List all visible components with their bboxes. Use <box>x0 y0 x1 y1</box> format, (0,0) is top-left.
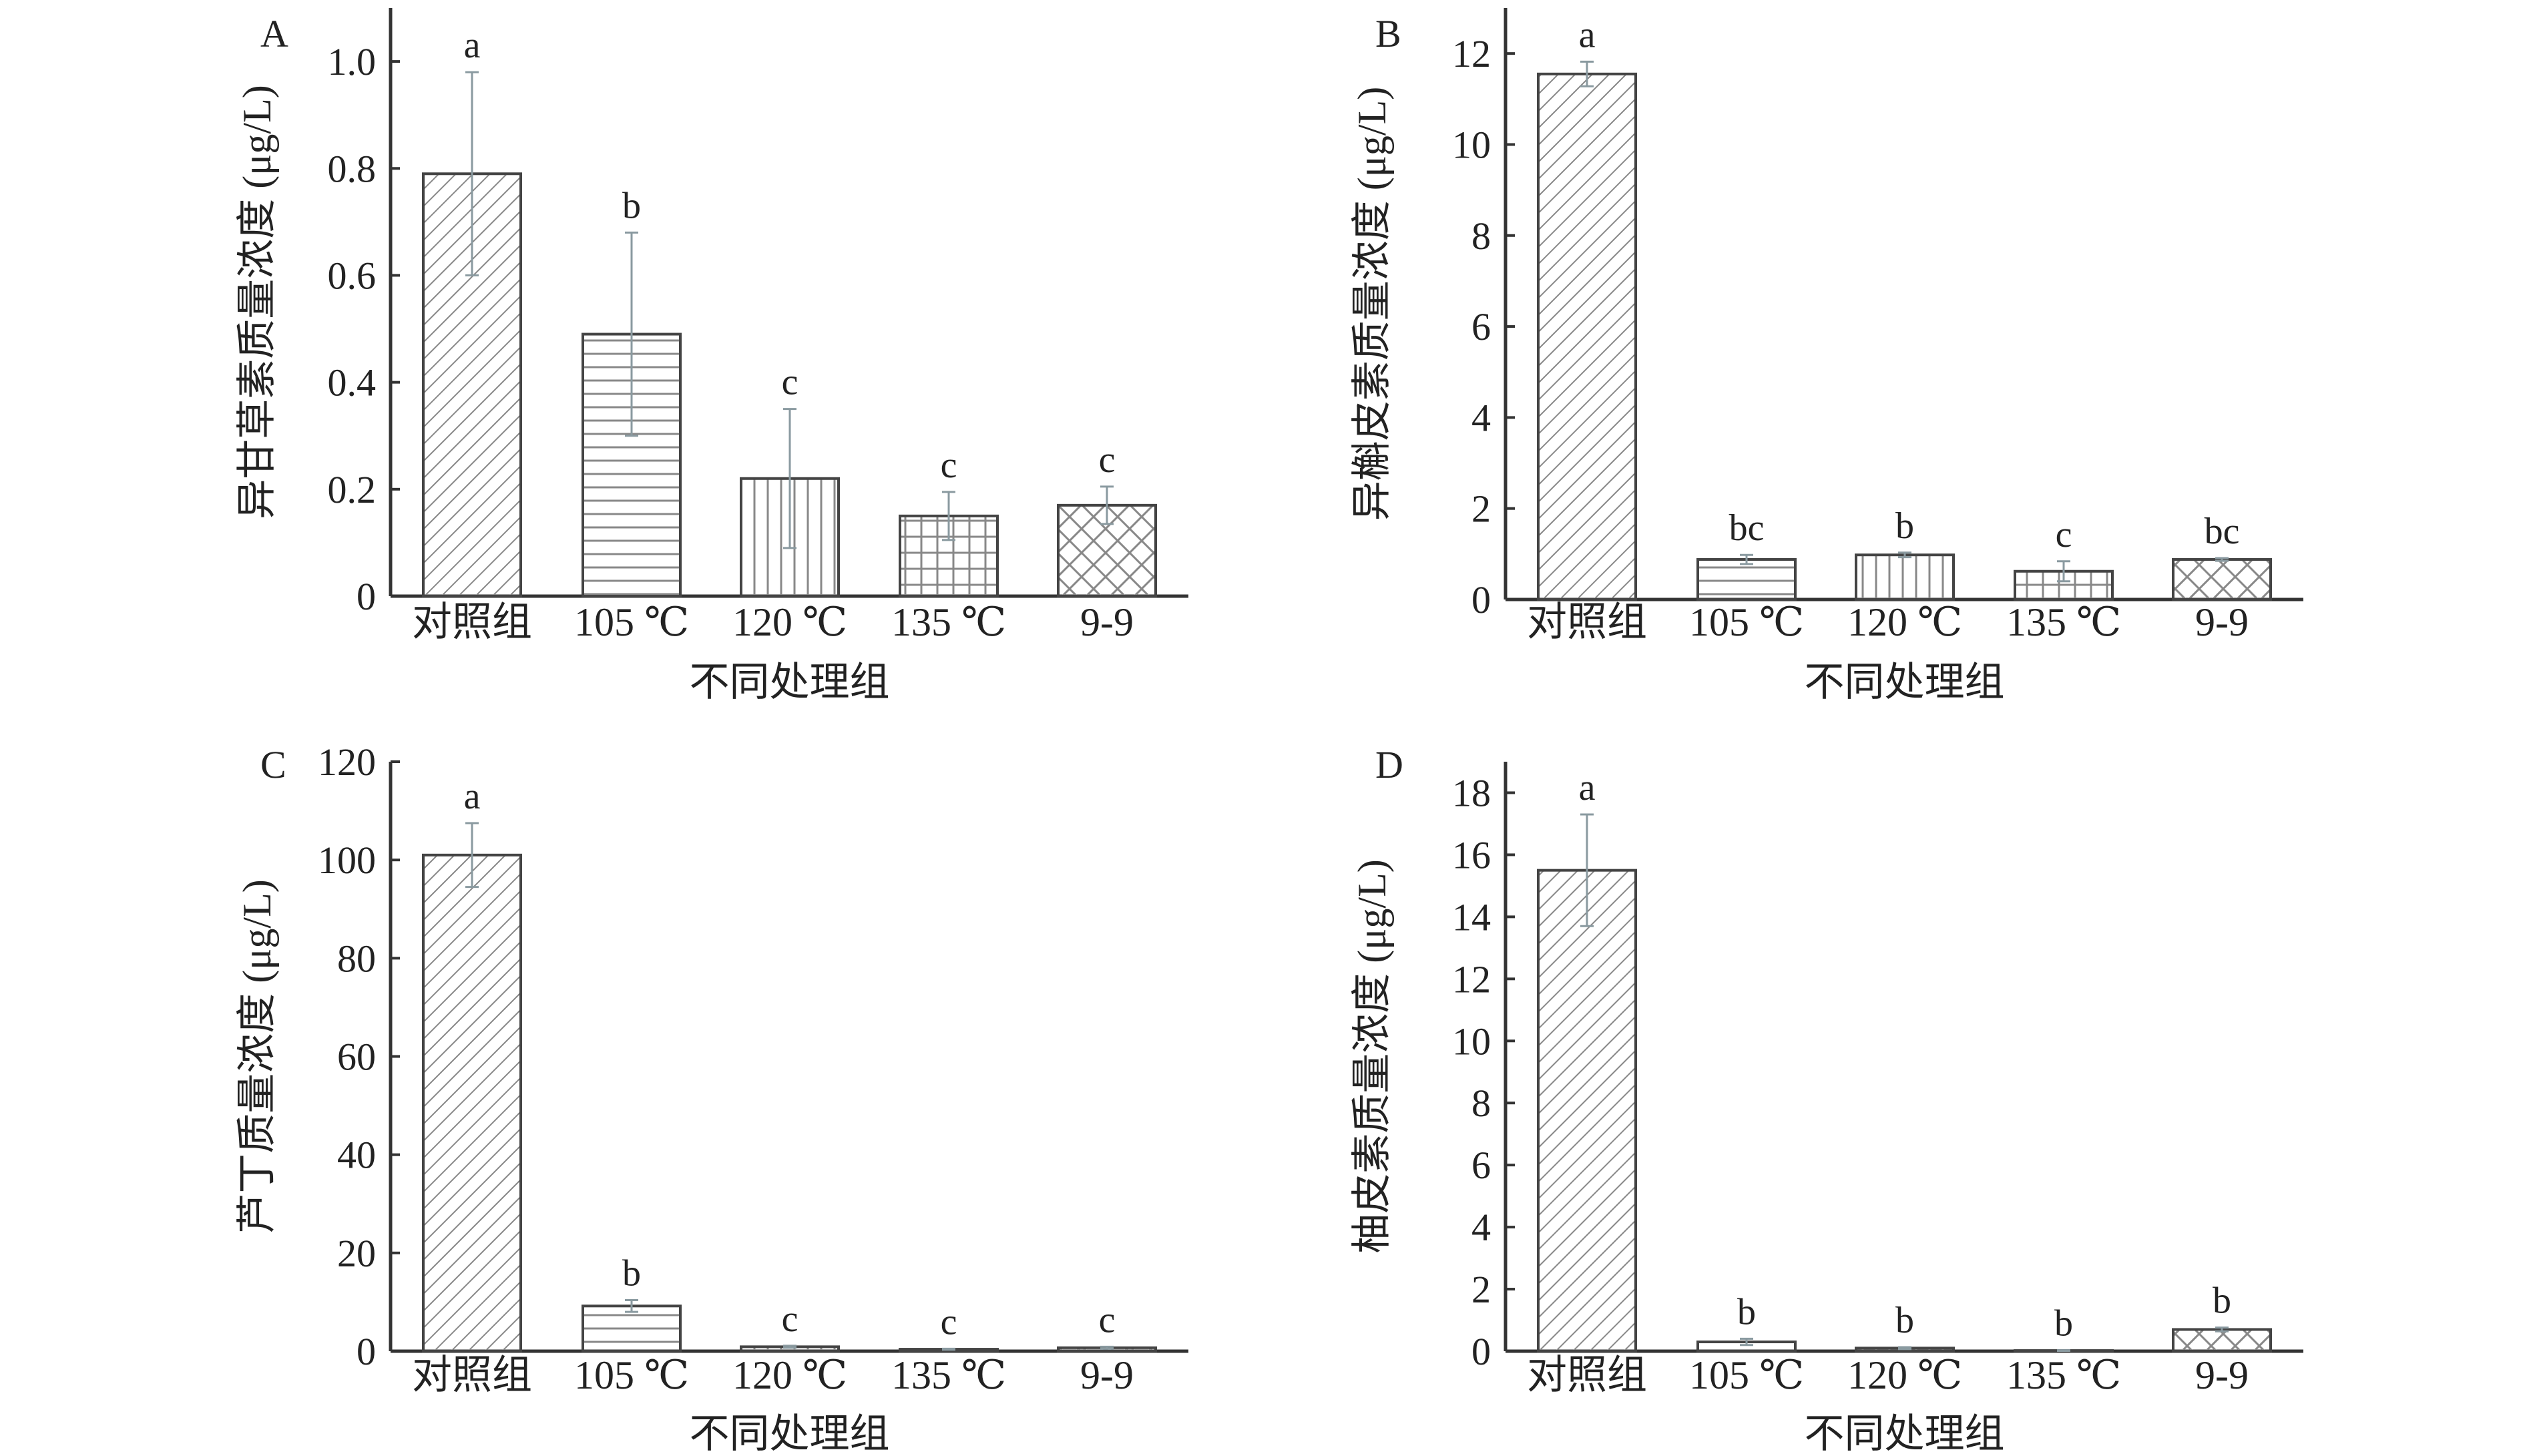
x-tick-label: 135 ℃ <box>2006 600 2121 644</box>
x-tick-label: 120 ℃ <box>1847 1353 1962 1397</box>
significance-label: b <box>622 1252 641 1294</box>
y-axis-label: 异甘草素质量浓度 (μg/L) <box>235 85 279 519</box>
x-axis-label: 不同处理组 <box>1805 660 2005 704</box>
y-tick-label: 8 <box>1471 214 1491 258</box>
chart-panel-D: D 0 2 4 6 8 10 12 14 16 18 柚皮素质量浓度 (μg/L) 不同处理组 a 对照组 b… <box>1350 743 2303 1456</box>
y-axis-label: 柚皮素质量浓度 (μg/L) <box>1350 859 1394 1253</box>
bar <box>1057 503 1157 597</box>
x-tick-label: 9-9 <box>1080 1353 1134 1397</box>
x-axis-label: 不同处理组 <box>690 660 890 704</box>
significance-label: b <box>1737 1291 1756 1332</box>
bar <box>422 853 522 1353</box>
y-tick-label: 100 <box>318 838 376 882</box>
significance-label: bc <box>2205 511 2240 552</box>
y-tick-label: 80 <box>337 937 376 980</box>
y-tick-label: 20 <box>337 1232 376 1275</box>
y-tick-label: 2 <box>1471 487 1491 531</box>
bar <box>2172 1328 2272 1353</box>
panel-letter: C <box>260 743 286 786</box>
significance-label: c <box>2056 514 2072 555</box>
x-tick-label: 135 ℃ <box>891 1353 1006 1397</box>
y-tick-label: 4 <box>1471 396 1491 439</box>
x-tick-label: 120 ℃ <box>732 600 847 644</box>
bar <box>2172 558 2272 601</box>
significance-label: a <box>464 25 481 66</box>
y-tick-label: 14 <box>1452 895 1491 939</box>
panel-letter: D <box>1375 743 1403 786</box>
x-tick-label: 135 ℃ <box>891 600 1006 644</box>
panel-letter: B <box>1375 12 1401 55</box>
x-axis-label: 不同处理组 <box>690 1412 890 1456</box>
x-tick-label: 135 ℃ <box>2006 1353 2121 1397</box>
significance-label: b <box>1895 505 1914 547</box>
significance-label: c <box>782 1298 798 1340</box>
significance-label: a <box>1579 767 1596 808</box>
y-tick-label: 6 <box>1471 1144 1491 1187</box>
x-tick-label: 9-9 <box>2195 600 2249 644</box>
y-tick-label: 120 <box>318 740 376 784</box>
x-tick-label: 9-9 <box>2195 1353 2249 1397</box>
y-tick-label: 0.2 <box>328 468 377 511</box>
y-tick-label: 0.6 <box>328 254 377 297</box>
y-axis-label: 异槲皮素质量浓度 (μg/L) <box>1350 87 1394 521</box>
x-tick-label: 105 ℃ <box>1689 600 1804 644</box>
y-tick-label: 6 <box>1471 305 1491 348</box>
x-tick-label: 对照组 <box>412 1353 532 1397</box>
y-tick-label: 0 <box>357 1330 376 1373</box>
significance-label: c <box>941 1301 957 1343</box>
y-tick-label: 12 <box>1452 957 1491 1001</box>
bar <box>1855 553 1955 601</box>
bar <box>1537 869 1637 1353</box>
significance-label: c <box>782 362 798 403</box>
y-tick-label: 40 <box>337 1134 376 1177</box>
y-tick-label: 12 <box>1452 32 1491 75</box>
y-tick-label: 8 <box>1471 1081 1491 1125</box>
y-tick-label: 4 <box>1471 1206 1491 1249</box>
significance-label: b <box>2054 1303 2073 1345</box>
y-tick-label: 10 <box>1452 1019 1491 1063</box>
y-tick-label: 16 <box>1452 833 1491 877</box>
significance-label: bc <box>1729 507 1765 549</box>
y-axis-label: 芦丁质量浓度 (μg/L) <box>235 879 279 1233</box>
y-tick-label: 0 <box>1471 578 1491 622</box>
significance-label: b <box>1895 1300 1914 1341</box>
x-tick-label: 对照组 <box>1527 1353 1647 1397</box>
significance-label: c <box>941 445 957 486</box>
x-tick-label: 120 ℃ <box>732 1353 847 1397</box>
x-axis-label: 不同处理组 <box>1805 1412 2005 1456</box>
significance-label: b <box>622 185 641 226</box>
y-tick-label: 0 <box>1471 1330 1491 1373</box>
panel-letter: A <box>260 12 288 55</box>
y-tick-label: 0.4 <box>328 361 377 405</box>
bar <box>1696 558 1797 601</box>
y-tick-label: 10 <box>1452 123 1491 166</box>
significance-label: a <box>464 776 481 817</box>
y-tick-label: 0.8 <box>328 147 377 190</box>
bar <box>1537 72 1637 601</box>
x-tick-label: 105 ℃ <box>1689 1353 1804 1397</box>
y-tick-label: 18 <box>1452 771 1491 814</box>
x-tick-label: 对照组 <box>1527 600 1647 644</box>
x-tick-label: 9-9 <box>1080 600 1134 644</box>
y-tick-label: 0 <box>357 575 376 618</box>
significance-label: c <box>1099 1299 1116 1341</box>
x-tick-label: 105 ℃ <box>574 1353 689 1397</box>
significance-label: c <box>1099 439 1116 481</box>
x-tick-label: 对照组 <box>412 600 532 644</box>
x-tick-label: 120 ℃ <box>1847 600 1962 644</box>
x-tick-label: 105 ℃ <box>574 600 689 644</box>
y-tick-label: 60 <box>337 1035 376 1079</box>
significance-label: b <box>2213 1280 2231 1322</box>
y-tick-label: 1.0 <box>328 40 377 83</box>
chart-panel-A: A 0 0.2 0.4 0.6 0.8 1.0 异甘草素质量浓度 (μg/L) 不同处理组 a 对照… <box>235 8 1188 704</box>
chart-panel-C: C 0 20 40 60 80 100 120 芦丁质量浓度 (μg/L) 不同处理组 a 对照组 b 1… <box>235 740 1188 1456</box>
y-tick-label: 2 <box>1471 1268 1491 1311</box>
significance-label: a <box>1579 14 1596 55</box>
